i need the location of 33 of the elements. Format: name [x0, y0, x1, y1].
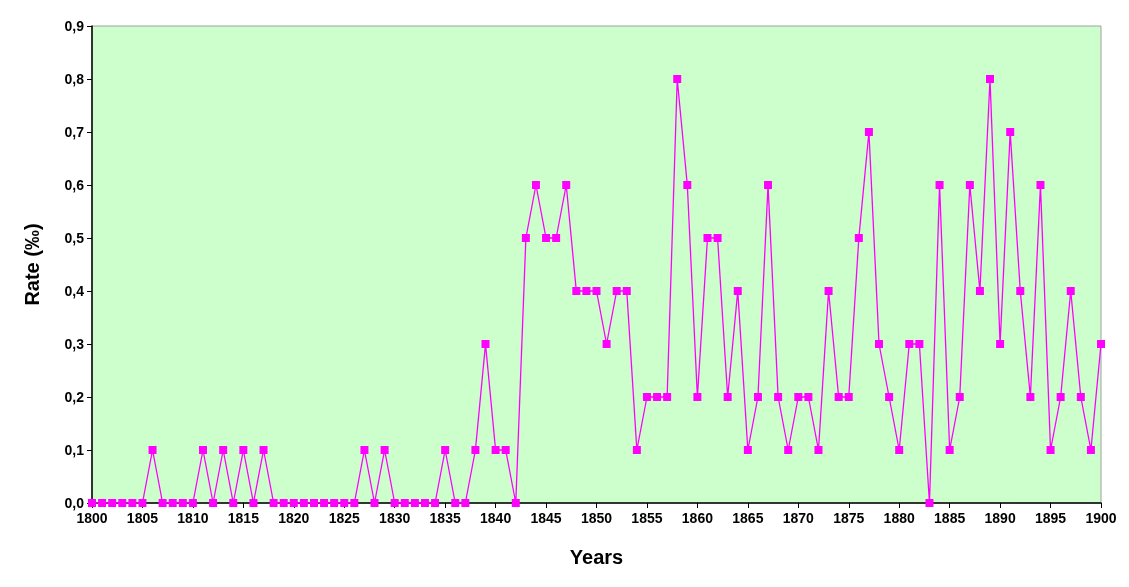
x-tick-label: 1845: [530, 510, 562, 526]
x-tick-label: 1835: [429, 510, 461, 526]
y-tick-label: 0,7: [64, 124, 85, 140]
y-tick-label: 0,8: [64, 71, 85, 87]
y-tick-label: 0,0: [64, 495, 85, 511]
y-axis-title: Rate (‰): [21, 223, 43, 306]
x-tick-label: 1800: [76, 510, 108, 526]
x-tick-label: 1895: [1034, 510, 1067, 526]
x-axis-title: Years: [569, 546, 624, 568]
y-tick-label: 0,2: [64, 389, 85, 405]
x-tick-label: 1880: [883, 510, 915, 526]
y-tick-label: 0,3: [64, 336, 85, 352]
x-tick-label: 1810: [177, 510, 209, 526]
x-tick-label: 1830: [379, 510, 411, 526]
x-tick-label: 1850: [580, 510, 613, 526]
y-tick-label: 0,9: [64, 18, 85, 34]
x-tick-label: 1815: [227, 510, 260, 526]
y-tick-label: 0,1: [64, 442, 85, 458]
y-tick-label: 0,6: [64, 177, 85, 193]
x-tick-label: 1875: [833, 510, 865, 526]
x-tick-label: 1885: [934, 510, 966, 526]
x-tick-label: 1865: [732, 510, 764, 526]
y-tick-label: 0,5: [64, 230, 85, 246]
x-tick-label: 1820: [278, 510, 310, 526]
x-tick-label: 1855: [631, 510, 663, 526]
x-tick-label: 1825: [328, 510, 361, 526]
x-tick-label: 1860: [681, 510, 714, 526]
x-tick-label: 1870: [782, 510, 815, 526]
x-tick-label: 1890: [984, 510, 1016, 526]
x-tick-label: 1840: [480, 510, 512, 526]
x-tick-label: 1900: [1085, 510, 1117, 526]
y-tick-label: 0,4: [64, 283, 85, 299]
x-tick-label: 1805: [126, 510, 159, 526]
